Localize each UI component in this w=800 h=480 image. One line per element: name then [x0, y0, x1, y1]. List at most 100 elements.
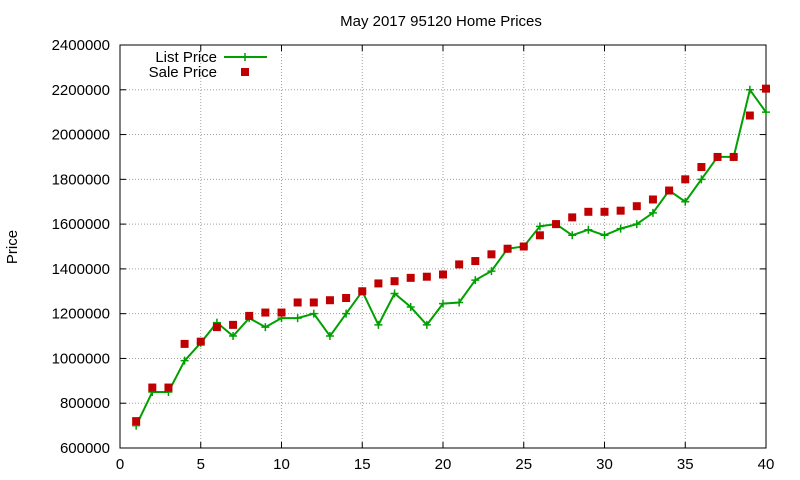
- legend-list-marker: [241, 53, 249, 61]
- list-price-point: [180, 356, 189, 365]
- x-tick-label: 25: [515, 456, 532, 473]
- sale-price-point: [277, 308, 286, 317]
- list-price-point: [390, 289, 399, 298]
- sale-price-point: [196, 337, 205, 346]
- sale-price-point: [374, 279, 383, 288]
- sale-price-point: [455, 260, 464, 269]
- sale-price-point: [406, 273, 415, 282]
- list-price-point: [487, 267, 496, 276]
- sale-price-point: [535, 231, 544, 240]
- sale-price-point: [245, 311, 254, 320]
- y-tick-label: 1600000: [52, 216, 110, 233]
- sale-price-point: [325, 296, 334, 305]
- list-price-point: [309, 309, 318, 318]
- legend-list-sample: [224, 53, 267, 61]
- list-price-point: [600, 231, 609, 240]
- sale-price-point: [293, 298, 302, 307]
- list-price-point: [568, 231, 577, 240]
- list-price-point: [455, 298, 464, 307]
- sale-price-point: [164, 383, 173, 392]
- sale-price-point: [648, 195, 657, 204]
- sale-price-point: [390, 277, 399, 286]
- sale-price-point: [665, 186, 674, 195]
- y-tick-label: 2200000: [52, 82, 110, 99]
- sale-price-point: [358, 287, 367, 296]
- sale-price-point: [439, 270, 447, 279]
- list-price-point: [229, 332, 238, 341]
- x-tick-label: 20: [435, 456, 452, 473]
- y-axis-label: Price: [4, 230, 21, 264]
- sale-price-series: [132, 84, 770, 426]
- plot-area-border: [119, 44, 767, 449]
- legend-sale-sample: [241, 68, 249, 76]
- sale-price-point: [212, 323, 221, 332]
- list-price-point: [325, 332, 334, 341]
- sale-price-point: [503, 244, 512, 253]
- sale-price-point: [600, 207, 609, 216]
- list-price-point: [632, 220, 641, 229]
- x-tick-label: 15: [354, 456, 371, 473]
- axis-ticks: 0 5 10 15 20 25 30 35 40 600000 800000 1000000 12000…: [52, 37, 775, 473]
- legend-list-label: List Price: [155, 49, 217, 66]
- list-price-point: [584, 225, 593, 234]
- y-tick-label: 1800000: [52, 171, 110, 188]
- sale-price-point: [745, 111, 754, 120]
- y-tick-label: 1400000: [52, 261, 110, 278]
- list-price-point: [374, 320, 383, 329]
- x-tick-label: 0: [116, 456, 124, 473]
- sale-price-point: [229, 320, 238, 329]
- list-price-point: [762, 108, 770, 117]
- list-price-point: [293, 314, 302, 323]
- list-price-point: [342, 309, 351, 318]
- list-price-point: [471, 276, 480, 285]
- list-price-series: [132, 85, 770, 430]
- sale-price-point: [471, 257, 480, 266]
- sale-price-point: [584, 207, 593, 216]
- list-price-point: [697, 175, 706, 184]
- list-price-point: [422, 320, 431, 329]
- sale-price-point: [309, 298, 318, 307]
- x-tick-label: 40: [758, 456, 775, 473]
- legend-sale-label: Sale Price: [149, 64, 217, 81]
- gridlines: [120, 45, 766, 448]
- sale-price-point: [616, 206, 625, 215]
- sale-price-point: [487, 250, 496, 259]
- sale-price-point: [729, 152, 738, 161]
- sale-price-point: [422, 272, 431, 281]
- sale-price-point: [342, 293, 351, 302]
- sale-price-point: [568, 213, 577, 222]
- list-price-point: [535, 222, 544, 231]
- sale-price-point: [552, 220, 561, 229]
- y-tick-label: 1200000: [52, 306, 110, 323]
- y-tick-label: 1000000: [52, 350, 110, 367]
- legend: List Price Sale Price: [149, 49, 267, 81]
- sale-price-point: [713, 152, 722, 161]
- y-tick-label: 2000000: [52, 127, 110, 144]
- list-price-point: [745, 85, 754, 94]
- sale-price-point: [632, 202, 641, 211]
- sale-price-point: [261, 308, 270, 317]
- list-price-point: [439, 299, 447, 308]
- list-price-line: [135, 87, 767, 427]
- sale-price-point: [519, 242, 528, 251]
- sale-price-point: [681, 175, 690, 184]
- list-price-point: [648, 208, 657, 217]
- sale-price-point: [132, 417, 141, 426]
- x-tick-label: 35: [677, 456, 694, 473]
- x-tick-label: 5: [197, 456, 205, 473]
- legend-sale-marker: [241, 68, 249, 76]
- sale-price-point: [148, 383, 157, 392]
- x-tick-label: 10: [273, 456, 290, 473]
- y-tick-label: 2400000: [52, 37, 110, 54]
- y-tick-label: 800000: [60, 395, 110, 412]
- sale-price-point: [180, 339, 189, 348]
- chart-title: May 2017 95120 Home Prices: [340, 13, 542, 30]
- list-price-point: [616, 224, 625, 233]
- sale-price-point: [762, 84, 770, 93]
- x-tick-label: 30: [596, 456, 613, 473]
- sale-price-point: [697, 163, 706, 172]
- list-price-point: [261, 323, 270, 332]
- y-tick-label: 600000: [60, 440, 110, 457]
- list-price-point: [681, 197, 690, 206]
